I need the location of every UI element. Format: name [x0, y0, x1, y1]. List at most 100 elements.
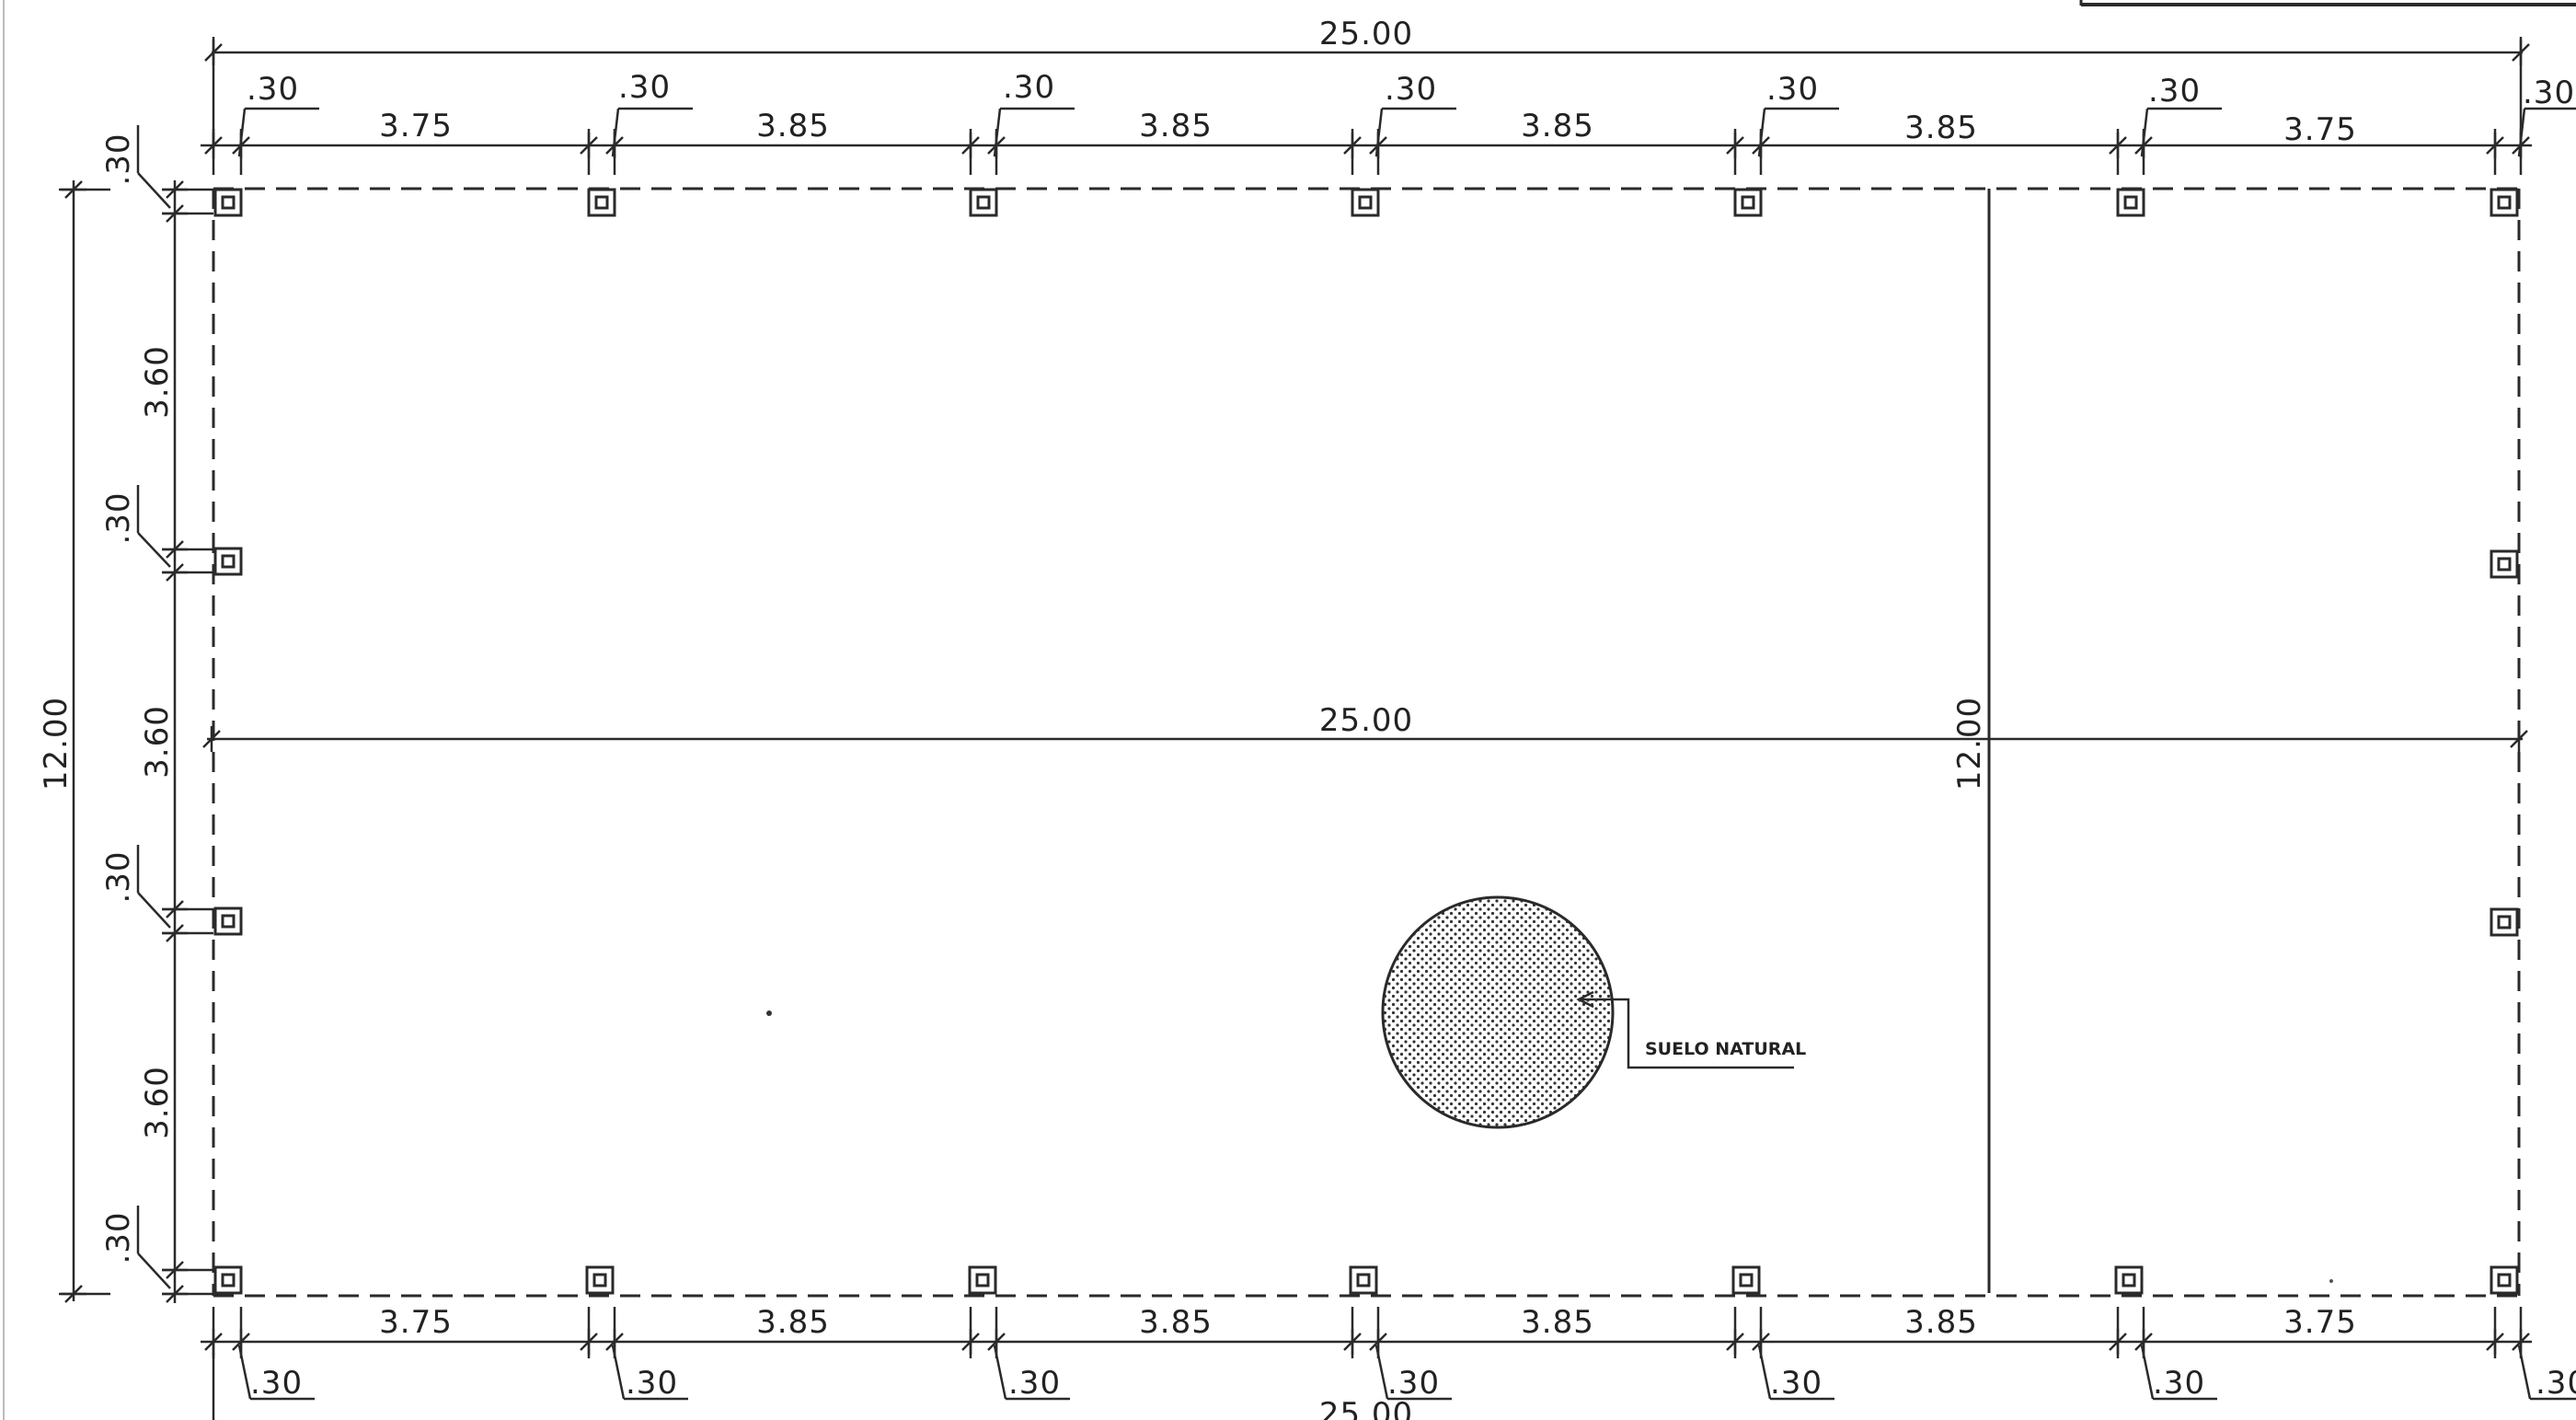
offset-leader [1374, 108, 1384, 157]
offset-dim-bottom: .30 [2536, 1365, 2576, 1402]
interior-height-label: 12.00 [1951, 697, 1988, 791]
bay-dim-top: 3.75 [2283, 111, 2357, 148]
column-inner [592, 1273, 607, 1287]
column [1349, 1265, 1378, 1295]
column-outer [1731, 1265, 1761, 1295]
natural-soil-symbol [1381, 895, 1615, 1129]
offset-dim-left: .30 [100, 850, 137, 903]
column-outer [213, 547, 243, 576]
column-outer [2490, 549, 2519, 579]
offset-dim-left: .30 [100, 491, 137, 544]
column [1351, 188, 1380, 217]
offset-leader [2517, 108, 2526, 157]
bay-dim-left: 3.60 [139, 345, 176, 419]
column-grid [213, 188, 2519, 1295]
offset-dim-bottom: .30 [250, 1365, 303, 1402]
scan-speck [2329, 1279, 2333, 1283]
column-outer [1733, 188, 1763, 217]
column-inner [975, 1273, 990, 1287]
column-outer [2114, 1265, 2144, 1295]
bay-dim-top: 3.85 [756, 108, 830, 144]
offset-dim-left: .30 [100, 133, 137, 185]
column-inner [2122, 1273, 2136, 1287]
column-outer [2490, 1265, 2519, 1295]
building-outline [212, 187, 2523, 1298]
bay-dim-bottom: 3.85 [1521, 1304, 1594, 1341]
column-outer [213, 906, 243, 936]
column [969, 188, 998, 217]
column [585, 1265, 615, 1295]
column [2490, 188, 2519, 217]
column-inner [2123, 195, 2138, 210]
column-outer [2490, 907, 2519, 937]
title-block-edge [2079, 0, 2576, 6]
column [2490, 907, 2519, 937]
offset-leader [993, 1345, 1007, 1400]
column-inner [1739, 1273, 1754, 1287]
offset-leader [2140, 108, 2149, 157]
bay-dim-top: 3.85 [1904, 110, 1978, 146]
offset-leader [993, 108, 1002, 157]
offset-leader [611, 108, 620, 157]
bay-dim-left: 3.60 [139, 705, 176, 779]
dimension-tick [202, 730, 221, 748]
column [213, 1265, 243, 1295]
bay-dim-bottom: 3.85 [756, 1304, 830, 1341]
column-inner [221, 914, 236, 929]
dimension-lines [59, 37, 2576, 1420]
column [2114, 1265, 2144, 1295]
offset-dim-top: .30 [618, 69, 671, 106]
offset-leader [1757, 108, 1766, 157]
column-outer [213, 188, 243, 217]
offset-dim-top: .30 [2148, 73, 2201, 110]
column [2490, 549, 2519, 579]
bay-dim-bottom: 3.75 [379, 1304, 453, 1341]
offset-leader [1374, 1345, 1389, 1400]
column-inner [1358, 195, 1373, 210]
offset-leader [137, 1253, 171, 1289]
column [213, 188, 243, 217]
column-outer [1351, 188, 1380, 217]
column-outer [585, 1265, 615, 1295]
offset-leader [2140, 1345, 2155, 1400]
offset-dim-top: .30 [2523, 75, 2575, 111]
column [2490, 1265, 2519, 1295]
column [1731, 1265, 1761, 1295]
column [1733, 188, 1763, 217]
bay-dim-top: 3.75 [379, 108, 453, 144]
column [213, 906, 243, 936]
soil-label: SUELO NATURAL [1645, 1039, 1806, 1059]
column-inner [2497, 915, 2512, 929]
column-outer [1349, 1265, 1378, 1295]
column-inner [976, 195, 991, 210]
column-outer [968, 1265, 997, 1295]
offset-dim-top: .30 [1003, 69, 1055, 106]
column-outer [969, 188, 998, 217]
column [2116, 188, 2145, 217]
column-inner [1741, 195, 1755, 210]
column-outer [2116, 188, 2145, 217]
offset-dim-bottom: .30 [1770, 1365, 1823, 1402]
offset-dim-top: .30 [247, 71, 299, 108]
offset-leader [237, 108, 247, 157]
offset-dim-bottom: .30 [626, 1365, 678, 1402]
interior-width-label: 25.00 [1319, 702, 1413, 739]
column [213, 547, 243, 576]
offset-dim-top: .30 [1766, 71, 1819, 108]
offset-leader [137, 532, 171, 568]
dimension-tick [2510, 730, 2528, 748]
bay-dim-left: 3.60 [139, 1066, 176, 1139]
column-inner [221, 554, 236, 569]
column-outer [587, 188, 616, 217]
column-inner [2497, 195, 2512, 210]
overall-height-label: 12.00 [38, 697, 75, 791]
soil-leader [1576, 990, 1794, 1069]
column-inner [2497, 557, 2512, 571]
offset-leader [137, 892, 171, 929]
offset-leader [1757, 1345, 1772, 1400]
column [968, 1265, 997, 1295]
offset-dim-bottom: .30 [2153, 1365, 2205, 1402]
bay-dim-bottom: 3.85 [1139, 1304, 1213, 1341]
bay-dim-top: 3.85 [1521, 108, 1594, 144]
